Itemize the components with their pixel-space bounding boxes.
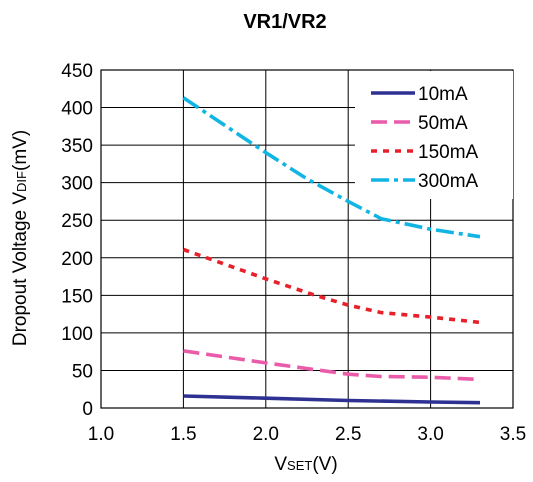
series-line-50mA xyxy=(183,349,481,382)
series-line-150mA xyxy=(182,247,481,325)
y-axis-label-main: Dropout Voltage V xyxy=(10,192,31,347)
y-axis-label-sub: DIF xyxy=(14,171,29,192)
x-tick-label-2: 2.0 xyxy=(253,424,279,445)
x-axis-label-sub: SET xyxy=(287,458,312,473)
series-lines xyxy=(182,96,481,405)
x-tick-label-5: 3.5 xyxy=(500,424,526,445)
x-tick-label-4: 3.0 xyxy=(417,424,443,445)
x-axis-label-main: V xyxy=(274,454,287,475)
y-axis-label-unit: (mV) xyxy=(10,130,31,171)
y-tick-label-8: 400 xyxy=(61,99,93,120)
legend-label-10mA: 10mA xyxy=(418,84,468,105)
series-line-10mA xyxy=(183,394,481,405)
x-axis-label-unit: (V) xyxy=(312,454,337,475)
y-tick-label-2: 100 xyxy=(61,324,93,345)
y-tick-label-5: 250 xyxy=(61,211,93,232)
x-tick-label-3: 2.5 xyxy=(335,424,361,445)
y-tick-label-7: 350 xyxy=(61,136,93,157)
series-line-300mA xyxy=(182,96,481,239)
plot-frame xyxy=(100,69,514,409)
y-tick-label-3: 150 xyxy=(61,286,93,307)
tick-labels: 1.0 1.5 2.0 2.5 3.0 3.5 0 50 100 150 200 250 300 350 4… xyxy=(61,61,526,445)
y-tick-label-9: 450 xyxy=(61,61,93,82)
legend: 10mA 50mA 150mA 300mA xyxy=(355,71,513,199)
chart-title: VR1/VR2 xyxy=(243,11,326,33)
legend-label-300mA: 300mA xyxy=(418,171,479,192)
legend-label-50mA: 50mA xyxy=(418,113,468,134)
legend-label-150mA: 150mA xyxy=(418,142,479,163)
y-tick-label-6: 300 xyxy=(61,174,93,195)
x-tick-label-0: 1.0 xyxy=(88,424,114,445)
y-tick-label-0: 0 xyxy=(82,399,93,420)
y-tick-label-1: 50 xyxy=(72,361,93,382)
x-tick-label-1: 1.5 xyxy=(170,424,196,445)
x-axis-label: VSET(V) xyxy=(274,454,337,475)
y-axis-label: Dropout Voltage VDIF(mV) xyxy=(10,130,31,346)
y-tick-label-4: 200 xyxy=(61,249,93,270)
